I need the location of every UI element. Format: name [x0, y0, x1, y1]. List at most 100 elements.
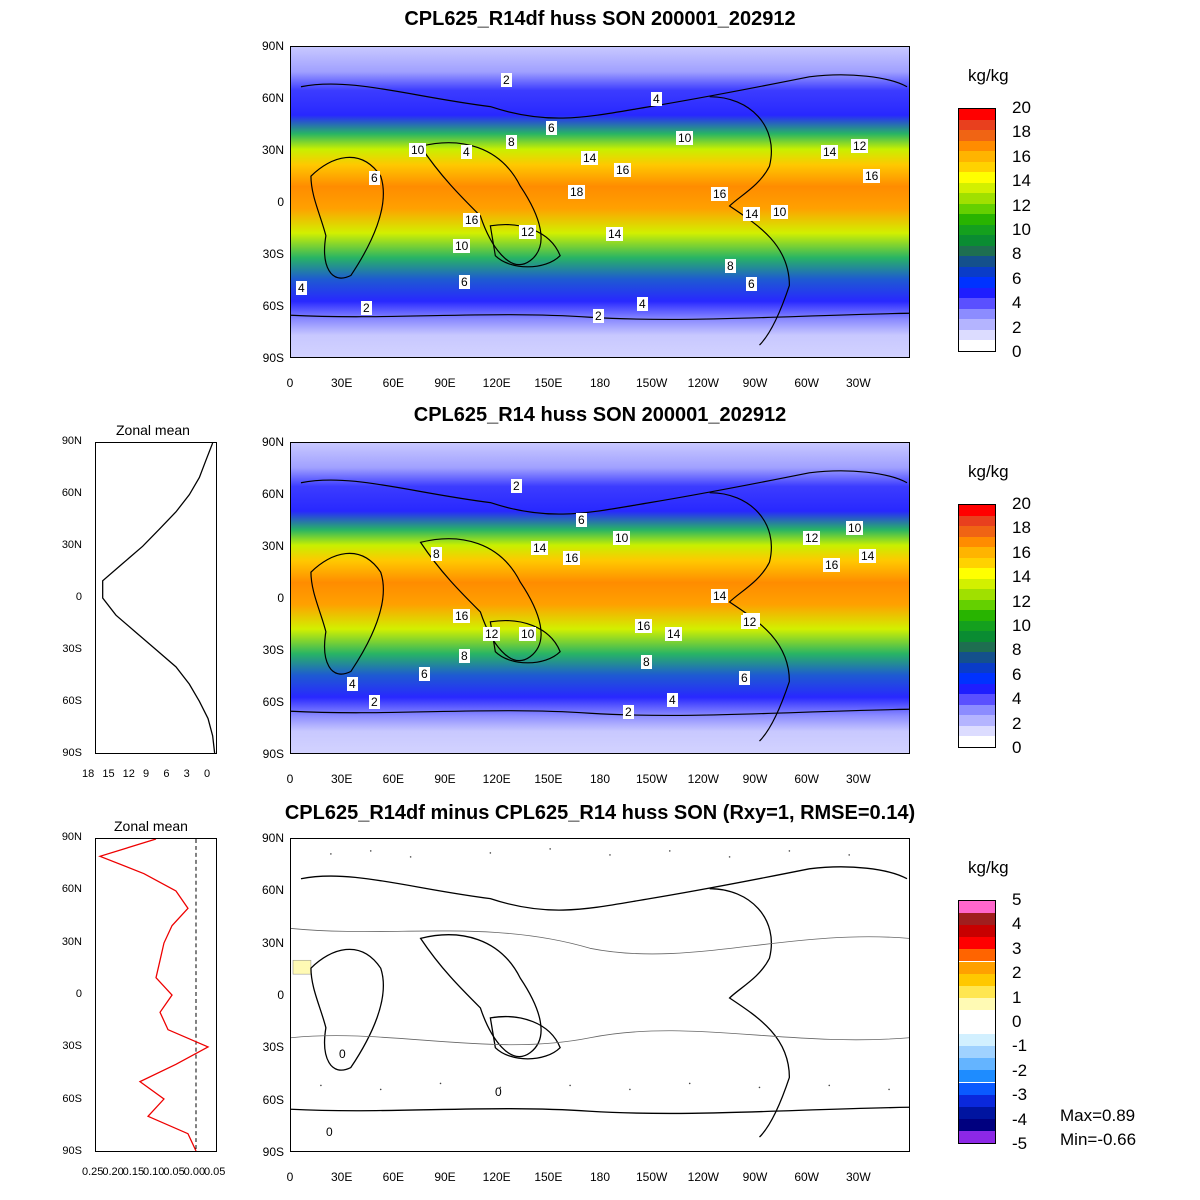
lat-tick-label: 60S [262, 1092, 284, 1107]
contour-label: 6 [746, 277, 757, 291]
colorbar-swatch [959, 578, 995, 590]
lon-tick-label: 90W [742, 772, 768, 786]
colorbar-swatch [959, 641, 995, 653]
lat-tick-label: 30S [262, 247, 284, 261]
colorbar-swatch [959, 256, 995, 267]
contour-label: 10 [676, 131, 694, 145]
colorbar-tick-label: 4 [1012, 293, 1022, 313]
colorbar-swatch [959, 505, 995, 516]
contour-label: 12 [803, 531, 821, 545]
lon-tick-label: 30W [845, 376, 871, 390]
colorbar-swatch [959, 214, 995, 225]
lat-tick-label: 60S [262, 299, 284, 313]
zonal-lat-tick: 30S [62, 1040, 82, 1053]
zonal-x-tick: 0.25 [82, 1166, 104, 1178]
zonal-lat-tick: 30N [61, 935, 82, 948]
lon-tick-label: 60W [794, 376, 819, 390]
colorbar-swatch [959, 536, 995, 548]
lat-tick-label: 0 [277, 988, 284, 1002]
zonal-x-tick: 12 [122, 768, 135, 780]
colorbar-tick-label: 8 [1012, 244, 1022, 264]
zonal-x-tick: 15 [102, 768, 115, 780]
colorbar-tick-label: 14 [1012, 171, 1031, 191]
contour-label: 10 [409, 143, 427, 157]
colorbar-swatch [959, 631, 995, 642]
colorbar-swatch [959, 683, 995, 695]
colorbar-swatch [959, 736, 995, 747]
zonal-mean-plot-1 [95, 442, 217, 754]
contour-label: 14 [859, 549, 877, 563]
lon-tick-label: 30W [845, 1170, 871, 1184]
contour-label: 6 [459, 275, 470, 289]
colorbar-swatch [959, 961, 995, 974]
lat-tick-label: 90N [261, 435, 284, 449]
colorbar-swatch [959, 130, 995, 141]
lon-tick-label: 120E [482, 772, 511, 786]
colorbar-swatch [959, 715, 995, 726]
lat-tick-label: 90N [261, 831, 284, 845]
lon-tick-label: 120E [482, 376, 511, 390]
colorbar-tick-label: 2 [1012, 713, 1022, 733]
colorbar-swatch [959, 224, 995, 236]
contour-label: 18 [568, 185, 586, 199]
contour-label: 2 [361, 301, 372, 315]
lat-tick-label: 60S [262, 695, 284, 709]
zonal-lat-tick: 60N [61, 883, 82, 896]
colorbar-tick-label: 2 [1012, 963, 1022, 983]
contour-label: 14 [665, 627, 683, 641]
lat-tick-label: 60N [261, 883, 284, 898]
lon-tick-label: 30E [330, 772, 353, 786]
zonal-x-tick: 0.15 [122, 1166, 145, 1178]
colorbar-tick-label: 2 [1012, 317, 1022, 337]
lon-tick-label: 150W [635, 1170, 668, 1184]
zonal-lat-tick: 90S [62, 1145, 82, 1157]
lat-tick-label: 30N [261, 935, 284, 950]
zonal-lat-tick: 90N [61, 831, 82, 843]
lon-tick-label: 150W [635, 772, 668, 786]
contour-label: 2 [511, 479, 522, 493]
colorbar-swatch [959, 901, 995, 914]
colorbar-swatch [959, 319, 995, 330]
contour-label: 0 [495, 1085, 502, 1099]
zonal-x-tick: 0.10 [143, 1166, 165, 1178]
colorbar-swatch [959, 610, 995, 621]
panel3-map: 0 0 0 [290, 838, 910, 1152]
panel1-map: 2 4 6 10 8 4 6 10 14 16 18 16 14 10 12 1… [290, 46, 910, 358]
lon-tick-label: 90W [742, 1170, 768, 1184]
contour-label: 0 [339, 1047, 346, 1061]
colorbar-swatch [959, 568, 995, 579]
zonal-mean-curve-2 [98, 839, 210, 1151]
contour-label: 14 [743, 207, 761, 221]
colorbar-swatch [959, 985, 995, 998]
colorbar-tick-label: 3 [1012, 938, 1022, 958]
contour-label: 8 [641, 655, 652, 669]
colorbar-swatch [959, 557, 995, 569]
colorbar-swatch [959, 140, 995, 152]
colorbar-swatch [959, 1022, 995, 1035]
lon-tick-label: 60E [382, 1170, 404, 1184]
lon-tick-label: 0 [286, 376, 294, 390]
colorbar-unit-1: kg/kg [968, 66, 1009, 85]
contour-label: 10 [613, 531, 631, 545]
zonal-mean-title-1: Zonal mean [116, 422, 190, 438]
contour-label: 4 [667, 693, 678, 707]
zonal-x-tick: 0.05 [204, 1166, 226, 1178]
contour-label: 16 [453, 609, 471, 623]
lon-tick-label: 150E [534, 1170, 563, 1184]
zonal-x-tick: 18 [82, 768, 95, 780]
lat-tick-label: 60N [261, 487, 284, 501]
contour-label: 4 [296, 281, 307, 295]
panel3-difference-field [291, 848, 909, 1138]
colorbar-swatch [959, 1082, 995, 1095]
colorbar-tick-label: 12 [1012, 591, 1031, 611]
zonal-mean-title-2: Zonal mean [114, 818, 188, 834]
contour-label: 10 [519, 627, 537, 641]
colorbar-swatch [959, 913, 995, 926]
colorbar-swatch [959, 652, 995, 663]
lat-tick-label: 30N [261, 539, 284, 553]
zonal-x-tick: 3 [183, 768, 190, 780]
colorbar-swatch [959, 673, 995, 684]
colorbar-tick-label: -3 [1012, 1085, 1028, 1105]
contour-label: 2 [369, 695, 380, 709]
colorbar-swatch [959, 235, 995, 246]
